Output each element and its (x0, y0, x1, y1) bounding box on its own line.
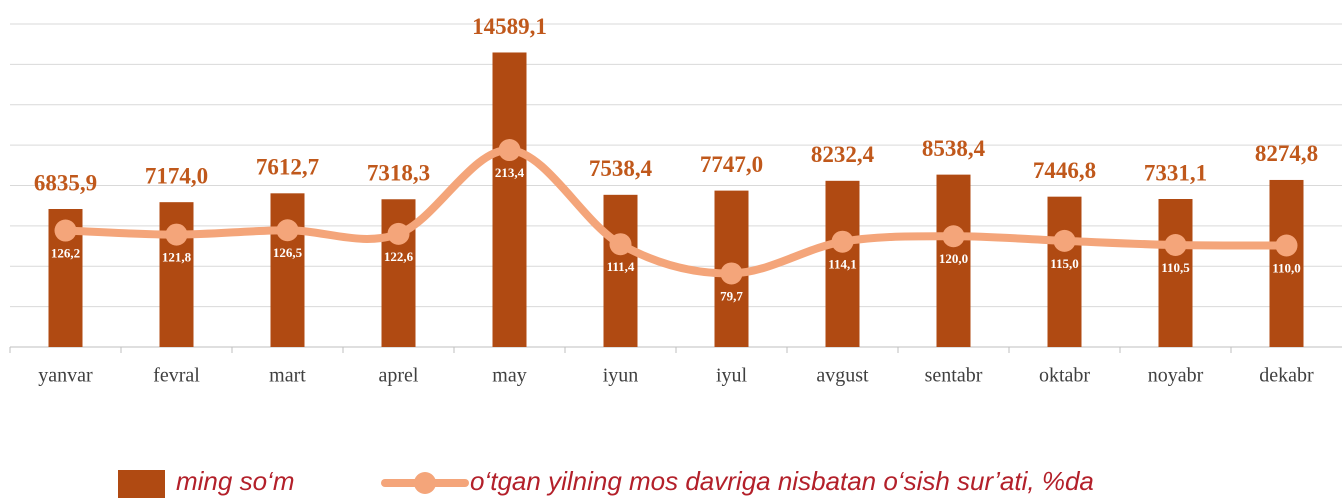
x-tick-label: sentabr (925, 365, 983, 387)
x-tick-label: avgust (816, 365, 869, 387)
bar-value-label: 7331,1 (1144, 160, 1207, 185)
bar-value-label: 7446,8 (1033, 158, 1096, 183)
line-value-label: 122,6 (384, 249, 414, 264)
bar (492, 52, 527, 347)
legend-marker (414, 472, 436, 494)
line-value-label: 213,4 (495, 165, 525, 180)
line-marker (1053, 229, 1076, 252)
x-tick-label: oktabr (1039, 365, 1090, 387)
bar-value-label: 6835,9 (34, 170, 97, 195)
x-tick-label: may (492, 365, 526, 387)
bar-value-label: 14589,1 (472, 14, 547, 39)
line (61, 146, 1291, 278)
x-tick-label: mart (269, 365, 306, 387)
line-marker (276, 219, 299, 242)
bar-value-label: 7538,4 (589, 156, 653, 181)
line-marker (942, 225, 965, 248)
bar (270, 193, 305, 347)
line-value-label: 114,1 (828, 257, 857, 272)
line-marker (165, 223, 188, 246)
bar (1269, 179, 1304, 347)
legend-label: o‘tgan yilning mos davriga nisbatan o‘si… (470, 466, 1094, 496)
line-marker (831, 230, 854, 253)
line-value-label: 126,2 (51, 246, 80, 261)
bar-value-label: 8538,4 (922, 136, 986, 161)
bar (825, 180, 860, 347)
bar-value-label: 8274,8 (1255, 141, 1318, 166)
bar (603, 194, 638, 347)
bar-value-label: 8232,4 (811, 142, 875, 167)
line-marker (1164, 234, 1187, 257)
bar (381, 199, 416, 347)
bar-value-label: 7318,3 (367, 161, 430, 186)
line-value-label: 111,4 (607, 259, 635, 274)
line-value-label: 126,5 (273, 245, 303, 260)
bar-value-label: 7174,0 (145, 163, 208, 188)
bar (936, 174, 971, 347)
line-value-label: 121,8 (162, 250, 192, 265)
bar (1047, 196, 1082, 347)
x-tick-label: aprel (379, 365, 419, 387)
line-value-label: 79,7 (720, 288, 743, 303)
line-value-label: 120,0 (939, 251, 968, 266)
line-marker (720, 262, 743, 285)
bar-value-label: 7747,0 (700, 152, 763, 177)
line-marker (1275, 234, 1298, 257)
x-tick-label: fevral (153, 365, 200, 387)
line-value-label: 110,5 (1161, 260, 1190, 275)
line-marker (387, 222, 410, 245)
x-tick-label: noyabr (1148, 365, 1204, 387)
legend-label: ming so‘m (176, 466, 294, 496)
x-tick-label: iyun (603, 365, 639, 387)
bar-value-label: 7612,7 (256, 155, 319, 180)
line-marker (609, 233, 632, 256)
x-tick-label: yanvar (38, 365, 93, 387)
x-tick-label: iyul (716, 365, 748, 387)
legend-swatch (118, 470, 165, 498)
line-marker (498, 139, 521, 162)
line-marker (54, 219, 77, 242)
line-value-label: 110,0 (1272, 260, 1301, 275)
line-value-label: 115,0 (1050, 256, 1079, 271)
x-tick-label: dekabr (1259, 365, 1314, 387)
bar (1158, 199, 1193, 347)
